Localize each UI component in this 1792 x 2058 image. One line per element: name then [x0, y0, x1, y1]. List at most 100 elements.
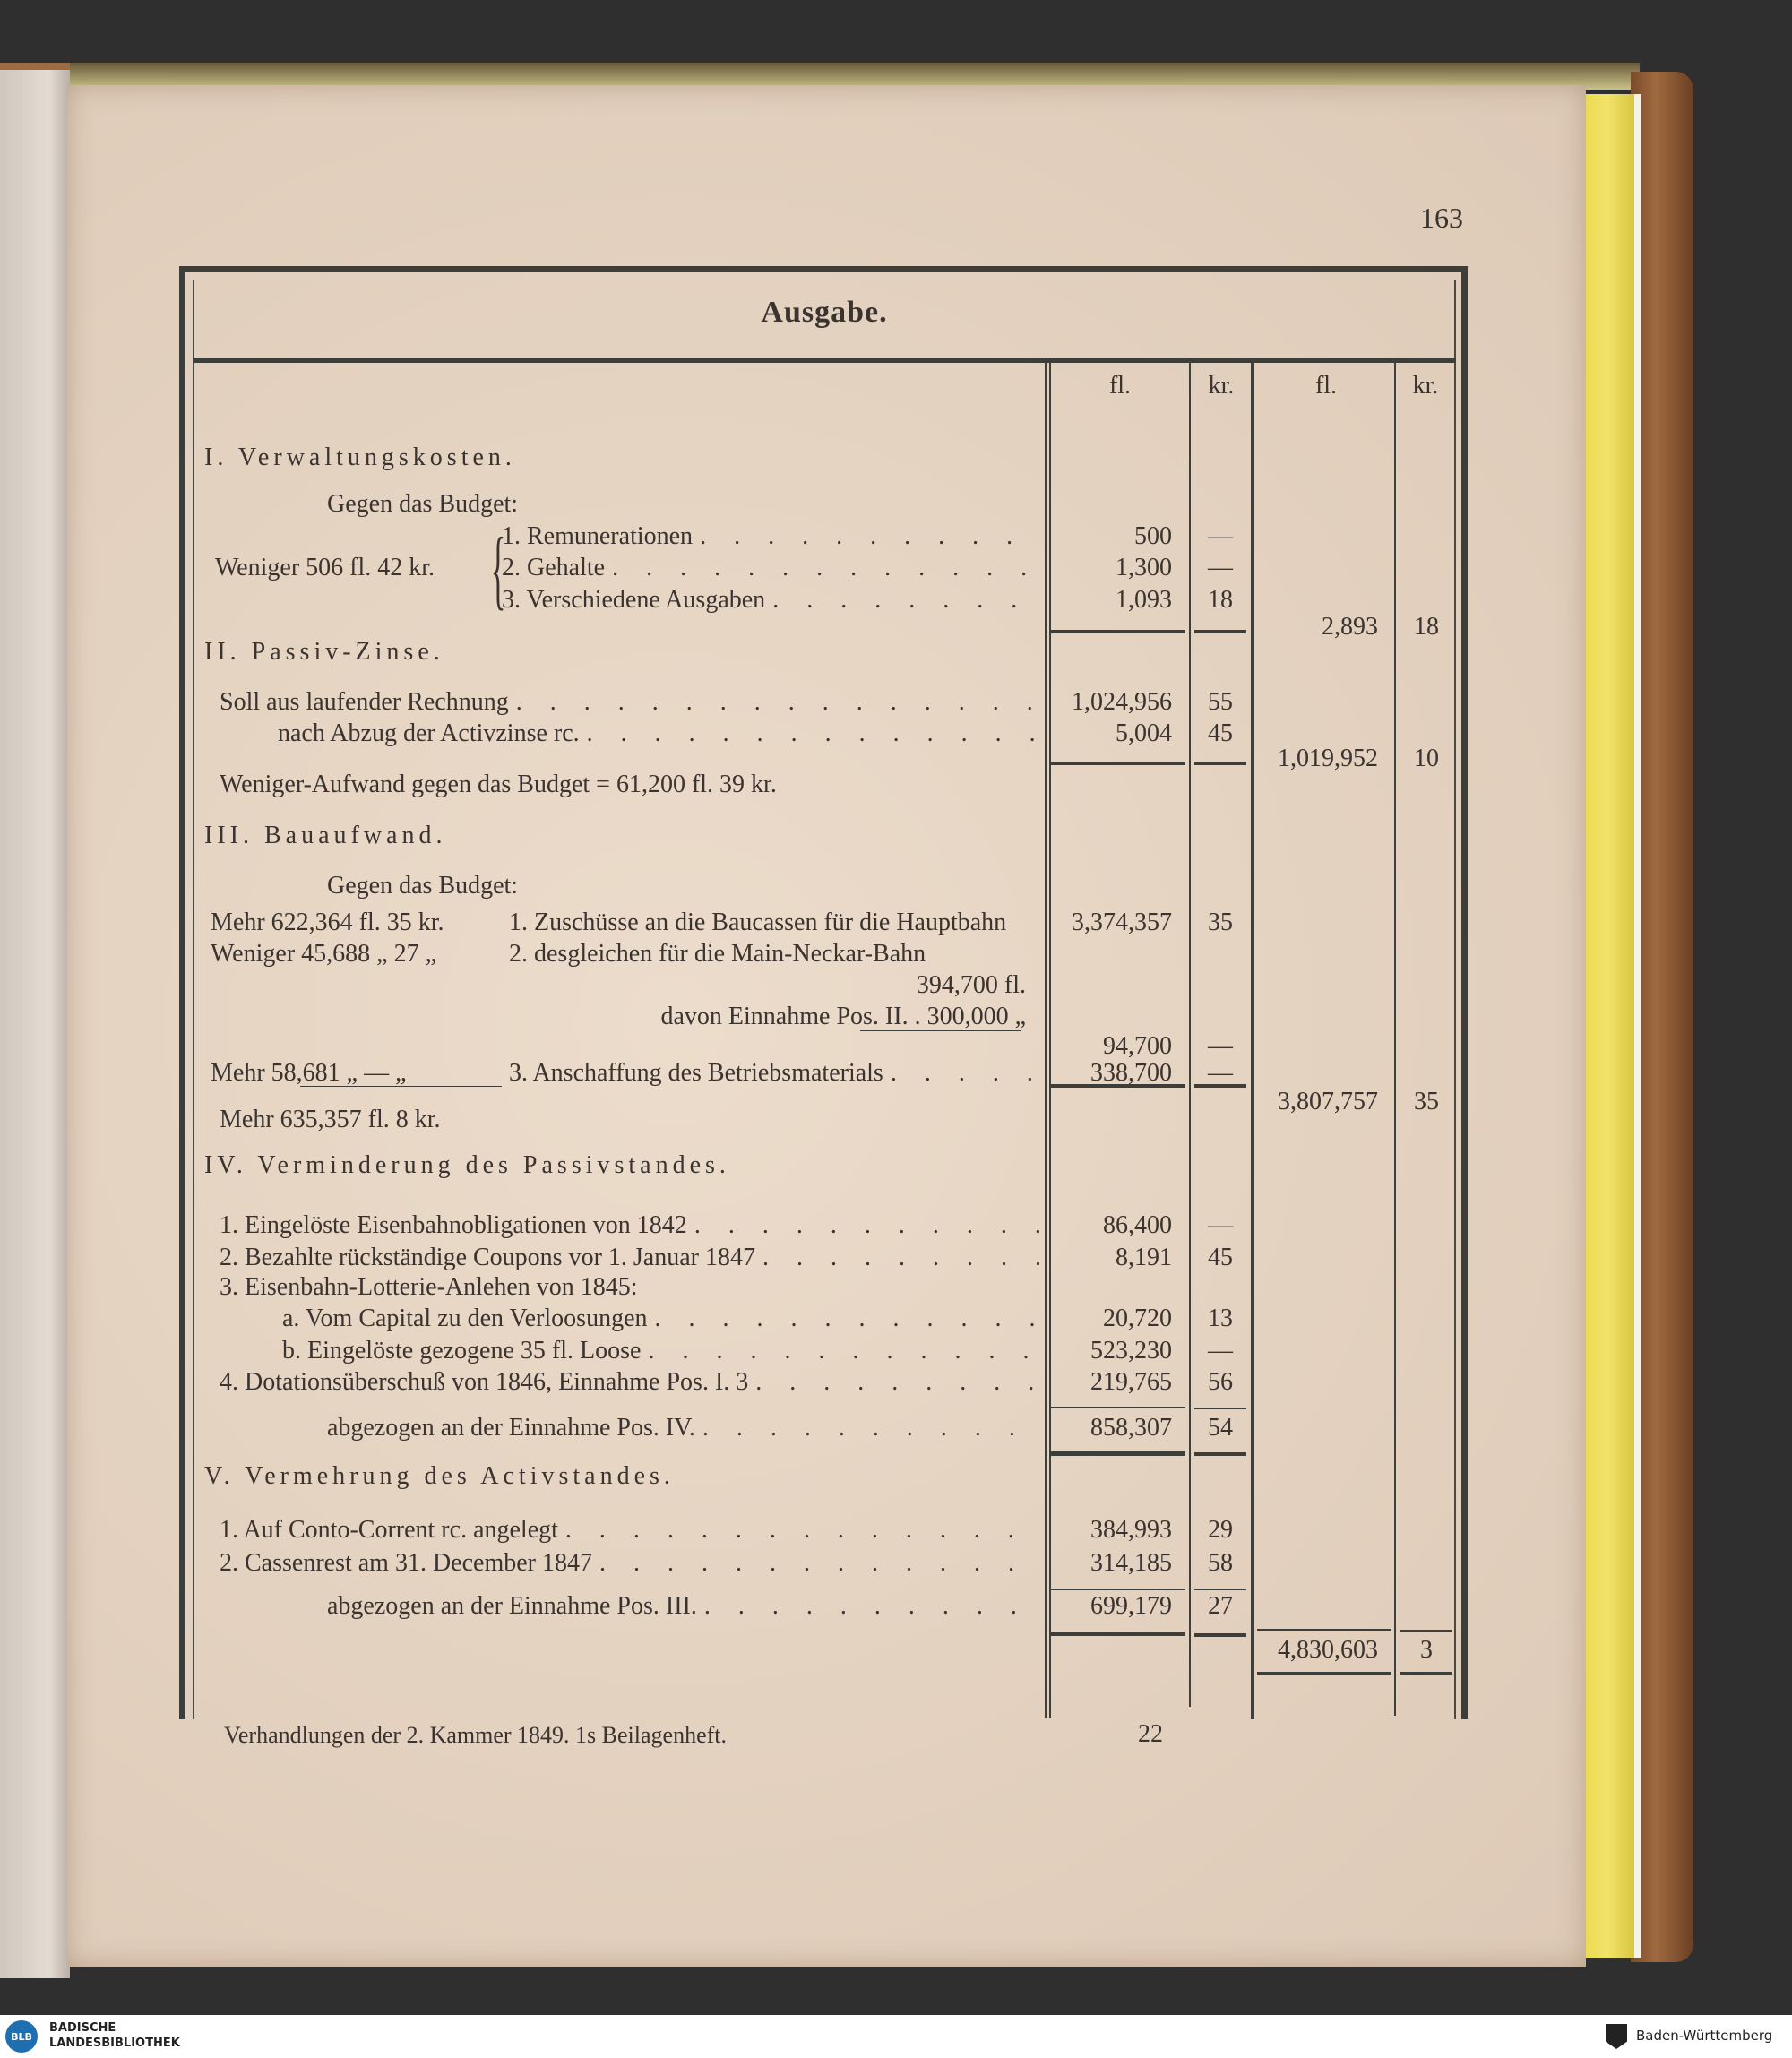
line-item-text: 1. Auf Conto-Corrent rc. angelegt	[220, 1518, 558, 1543]
total-kr: 3	[1420, 1636, 1433, 1664]
amount-fl: 338,700	[1090, 1059, 1172, 1087]
sum-rule	[1194, 1452, 1246, 1456]
dot-leader: . . . . . . . . . . . . . . . . . . . . …	[564, 1518, 1039, 1543]
section-heading: IV. Verminderung des Passivstandes.	[204, 1151, 730, 1179]
sum-rule	[1051, 1632, 1185, 1636]
amount-kr: 58	[1208, 1549, 1233, 1577]
amount-fl: 1,093	[1116, 586, 1172, 614]
amount-kr: —	[1208, 1059, 1233, 1087]
line-item-label: 3. Anschaffung des Betriebsmaterials . . …	[509, 1061, 1039, 1086]
amount-fl: 86,400	[1103, 1211, 1172, 1239]
section-heading: II. Passiv-Zinse.	[204, 638, 444, 666]
table-frame	[179, 266, 1468, 1719]
line-item-text: abgezogen an der Einnahme Pos. IV.	[327, 1416, 695, 1441]
dot-leader: . . . . . . . . . . . . . . . . . . . . …	[515, 690, 1039, 715]
sum-rule	[1194, 1633, 1246, 1637]
amount-kr: 56	[1208, 1368, 1233, 1396]
line-item-text: 2. desgleichen für die Main-Neckar-Bahn	[509, 942, 926, 967]
sub-rule	[860, 1030, 1021, 1031]
footer-signature-number: 22	[1138, 1720, 1163, 1748]
library-name-line2: LANDESBIBLIOTHEK	[49, 2036, 180, 2050]
line-item-text: 1. Remunerationen	[502, 524, 694, 549]
amount-kr: 45	[1208, 1244, 1233, 1271]
text-line: Gegen das Budget:	[327, 872, 519, 900]
amount-kr: 55	[1208, 688, 1233, 716]
sum-rule	[1194, 1589, 1246, 1590]
amount-kr: —	[1208, 1032, 1233, 1060]
amount-fl: 20,720	[1103, 1305, 1172, 1332]
sum-rule	[1051, 1407, 1185, 1408]
amount-kr: —	[1208, 1211, 1233, 1239]
section-heading: V. Vermehrung des Activstandes.	[204, 1462, 675, 1490]
sum-rule	[1051, 1589, 1185, 1590]
column-divider	[1049, 363, 1051, 1718]
line-item-label: abgezogen an der Einnahme Pos. III.. . .…	[327, 1594, 1039, 1619]
header-kr: kr.	[1208, 372, 1235, 400]
text-line: Weniger-Aufwand gegen das Budget = 61,20…	[220, 771, 777, 798]
table-title: Ausgabe.	[761, 296, 888, 329]
line-item-label: nach Abzug der Activzinse rc.. . . . . .…	[278, 721, 1039, 746]
page-number: 163	[1420, 202, 1463, 234]
line-item-text: b. Eingelöste gezogene 35 fl. Loose	[282, 1339, 642, 1364]
amount-fl: 384,993	[1090, 1516, 1172, 1544]
total-kr: 35	[1414, 1088, 1439, 1115]
amount-fl: 699,179	[1090, 1592, 1172, 1620]
subcalc-line: 394,700 fl.	[916, 971, 1026, 999]
sum-rule	[1400, 1630, 1452, 1632]
dot-leader: . . . . . . . . . . . . . . . . . . . . …	[586, 721, 1039, 746]
budget-note: Weniger 506 fl. 42 kr.	[215, 554, 435, 581]
sum-rule	[1051, 1084, 1185, 1088]
title-rule	[193, 358, 1456, 363]
dot-leader: . . . . . . . . . . . . . . . . . . . . …	[612, 555, 1039, 581]
amount-fl: 219,765	[1090, 1368, 1172, 1396]
sub-rule	[300, 1086, 502, 1087]
total-kr: 18	[1414, 613, 1439, 641]
line-item-label: 2. Cassenrest am 31. December 1847 . . . …	[220, 1551, 1039, 1576]
library-name-line1: BADISCHE	[49, 2021, 116, 2035]
state-lion-icon	[1606, 2024, 1627, 2049]
amount-fl: 8,191	[1116, 1244, 1172, 1271]
line-item-label: b. Eingelöste gezogene 35 fl. Loose. . .…	[282, 1339, 1039, 1364]
line-item-text: 2. Cassenrest am 31. December 1847	[220, 1551, 592, 1576]
header-fl: fl.	[1108, 372, 1132, 400]
header-total-fl: fl.	[1314, 372, 1338, 400]
amount-fl: 858,307	[1090, 1414, 1172, 1442]
dot-leader: . . . . . . . . . . . . . . . . . . . . …	[700, 524, 1039, 549]
amount-fl: 314,185	[1090, 1549, 1172, 1577]
sum-rule	[1257, 1629, 1391, 1631]
footer-signature-line: Verhandlungen der 2. Kammer 1849. 1s Bei…	[224, 1722, 728, 1748]
total-kr: 10	[1414, 745, 1439, 772]
amount-fl: 94,700	[1103, 1032, 1172, 1060]
amount-kr: —	[1208, 1337, 1233, 1365]
dot-leader: . . . . . . . . . . . . . . . . . . . . …	[702, 1416, 1039, 1441]
header-total-kr: kr.	[1412, 372, 1439, 400]
line-item-text: nach Abzug der Activzinse rc.	[278, 721, 580, 746]
amount-kr: 18	[1208, 586, 1233, 614]
section-heading: I. Verwaltungskosten.	[204, 443, 516, 471]
line-item-text: 2. Gehalte	[502, 555, 606, 581]
line-item-label: abgezogen an der Einnahme Pos. IV. . . . …	[327, 1416, 1039, 1441]
total-fl: 2,893	[1322, 613, 1378, 641]
line-item-label: 2. Bezahlte rückständige Coupons vor 1. …	[220, 1245, 1039, 1270]
sum-rule	[1051, 762, 1185, 765]
sum-rule	[1194, 762, 1246, 765]
brace: {	[490, 519, 506, 618]
dot-leader: . . . . . . . . . . . . . . . . . . . . …	[694, 1213, 1039, 1238]
amount-fl: 1,024,956	[1072, 688, 1172, 716]
amount-kr: 54	[1208, 1414, 1233, 1442]
amount-kr: 29	[1208, 1516, 1233, 1544]
left-page-edge	[0, 63, 70, 1978]
amount-kr: 27	[1208, 1592, 1233, 1620]
dot-leader: . . . . . . . . . . . . . . . . . . . . …	[772, 588, 1039, 613]
line-item-label: a. Vom Capital zu den Verloosungen. . . …	[282, 1306, 1039, 1331]
line-item-label: 2. desgleichen für die Main-Neckar-Bahn	[509, 942, 1039, 967]
amount-kr: 45	[1208, 719, 1233, 747]
state-name[interactable]: Baden-Württemberg	[1636, 2028, 1773, 2044]
total-rule	[1257, 1672, 1391, 1675]
total-fl: 1,019,952	[1278, 745, 1378, 772]
dot-leader: . . . . . . . . . . . . . . . . . . . . …	[762, 1245, 1039, 1270]
blb-logo-icon[interactable]: BLB	[5, 2020, 38, 2053]
library-name: BADISCHE LANDESBIBLIOTHEK	[49, 2020, 180, 2051]
total-fl: 3,807,757	[1278, 1088, 1378, 1115]
text-line: Mehr 635,357 fl. 8 kr.	[220, 1106, 441, 1133]
